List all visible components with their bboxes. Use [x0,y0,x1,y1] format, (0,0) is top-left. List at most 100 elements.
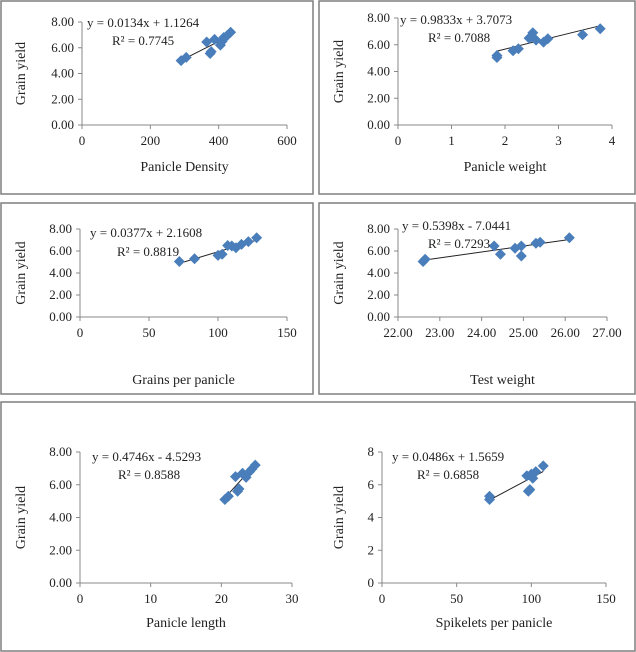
y-axis-title: Grain yield [332,241,347,304]
data-point [594,23,606,35]
x-tick-label: 1 [448,133,455,148]
panel-border [0,0,314,195]
x-axis-title: Panicle Density [140,160,228,175]
x-tick-label: 26.00 [551,325,580,340]
y-tick-label: 6.00 [367,243,390,258]
x-tick-label: 400 [209,133,229,148]
y-axis-title: Grain yield [14,486,29,549]
y-tick-label: 0.00 [51,117,74,132]
y-tick-label: 6 [368,477,375,492]
x-tick-label: 30 [286,591,299,606]
panel-border [0,202,314,395]
trend-equation: y = 0.4746x - 4.5293 [92,449,201,464]
x-tick-label: 0 [77,591,84,606]
y-tick-label: 2.00 [49,287,72,302]
x-tick-label: 2 [502,133,509,148]
x-tick-label: 4 [609,133,616,148]
x-tick-label: 50 [450,591,463,606]
y-tick-label: 8.00 [367,10,390,25]
data-point [209,33,221,45]
x-axis-title: Grains per panicle [132,373,235,388]
data-point [189,253,201,265]
x-tick-label: 27.00 [592,325,621,340]
x-tick-label: 25.00 [509,325,538,340]
x-axis-title: Panicle length [146,616,226,631]
data-point [222,490,234,502]
x-tick-label: 100 [522,591,542,606]
trend-equation: y = 0.9833x + 3.7073 [400,12,512,27]
data-point [577,29,589,41]
data-point [563,232,575,244]
y-tick-label: 0.00 [367,309,390,324]
trend-equation: y = 0.0377x + 2.1608 [90,225,202,240]
data-point [225,26,237,38]
trendline [423,239,570,261]
y-tick-label: 2.00 [367,287,390,302]
x-axis-title: Spikelets per panicle [436,616,553,631]
y-tick-label: 0 [368,575,375,590]
data-point [233,483,245,495]
y-tick-label: 0.00 [49,309,72,324]
data-point [242,236,254,248]
data-point [537,460,549,472]
r-squared-label: R² = 0.7293 [428,236,490,251]
y-tick-label: 0.00 [49,575,72,590]
y-tick-label: 8 [368,444,375,459]
data-point [180,51,192,63]
x-tick-label: 0 [395,133,402,148]
y-axis-title: Grain yield [14,241,29,304]
trend-equation: y = 0.0486x + 1.5659 [392,449,504,464]
x-axis-title: Test weight [470,373,535,388]
y-tick-label: 8.00 [51,14,74,29]
r-squared-label: R² = 0.8588 [118,467,180,482]
data-point [419,253,431,265]
r-squared-label: R² = 0.8819 [117,244,179,259]
data-point [512,43,524,55]
x-tick-label: 20 [215,591,228,606]
y-tick-label: 2.00 [51,91,74,106]
y-tick-label: 8.00 [49,221,72,236]
data-point [205,46,217,58]
x-tick-label: 0 [379,591,386,606]
y-tick-label: 4.00 [49,510,72,525]
y-tick-label: 6.00 [51,40,74,55]
y-tick-label: 4.00 [367,265,390,280]
data-point [515,240,527,252]
data-point [173,255,185,267]
x-tick-label: 23.00 [425,325,454,340]
y-axis-title: Grain yield [332,40,347,103]
x-tick-label: 0 [77,325,84,340]
y-tick-label: 0.00 [367,117,390,132]
x-tick-label: 50 [143,325,156,340]
x-tick-label: 200 [141,133,161,148]
x-tick-label: 150 [596,591,616,606]
data-point [484,490,496,502]
panel-3: 0 50 100 150 0.00 2.00 4.00 6.00 8.00 Grains per … [0,202,314,395]
data-point [251,232,263,244]
x-tick-label: 24.00 [467,325,496,340]
data-point [534,236,546,248]
data-point [494,248,506,260]
data-point [515,250,527,262]
y-tick-label: 6.00 [49,243,72,258]
data-point [530,466,542,478]
y-tick-label: 4 [368,510,375,525]
x-axis-title: Panicle weight [464,160,547,175]
x-tick-label: 10 [144,591,157,606]
panel-1: 0 200 400 600 0.00 2.00 4.00 6.00 8.00 Panicle De… [0,0,314,195]
data-point [216,248,228,260]
y-tick-label: 4.00 [367,64,390,79]
data-point [491,51,503,63]
trend-equation: y = 0.0134x + 1.1264 [87,15,200,30]
x-tick-label: 150 [277,325,297,340]
x-tick-label: 3 [555,133,562,148]
y-tick-label: 6.00 [49,477,72,492]
x-tick-label: 100 [208,325,228,340]
y-tick-label: 4.00 [49,265,72,280]
panel-4: 22.00 23.00 24.00 25.00 26.00 27.00 0.00 2.00 4.… [318,202,636,395]
y-tick-label: 2.00 [367,90,390,105]
trend-equation: y = 0.5398x - 7.0441 [402,218,511,233]
y-tick-label: 8.00 [367,221,390,236]
